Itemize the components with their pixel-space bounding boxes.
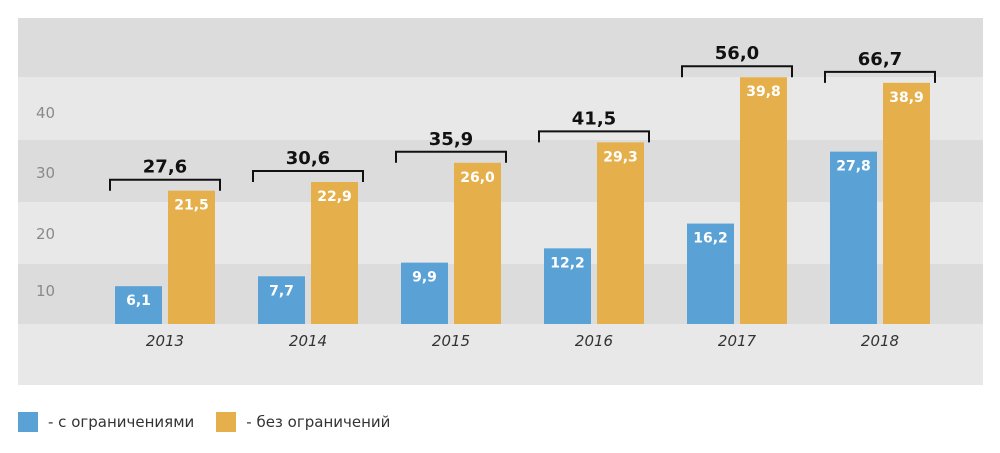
chart-legend: - с ограничениями - без ограничений [18,412,412,432]
y-tick-label: 10 [36,282,55,300]
total-bracket [824,70,936,83]
total-bracket [681,65,793,78]
total-bracket [538,130,650,143]
legend-label-unrestricted: - без ограничений [246,413,391,431]
bar-restricted [258,276,305,324]
bar-value-label: 6,1 [126,293,151,309]
legend-item-unrestricted: - без ограничений [216,412,390,432]
bar-restricted [544,248,591,324]
bar-restricted [830,151,877,324]
bar-value-label: 38,9 [889,90,924,106]
total-value-label: 35,9 [429,129,473,150]
bar-unrestricted [454,162,501,324]
total-bracket [395,150,507,163]
bar-unrestricted [597,142,644,324]
legend-label-restricted: - с ограничениями [48,413,195,431]
bar-value-label: 27,8 [836,159,871,175]
x-category-label: 2018 [861,332,899,350]
bar-value-label: 22,9 [317,189,352,205]
bar-value-label: 29,3 [603,149,638,165]
total-value-label: 66,7 [858,49,902,70]
x-category-label: 2015 [432,332,470,350]
total-value-label: 41,5 [572,108,616,129]
x-category-label: 2014 [289,332,327,350]
bar-restricted [687,223,734,324]
bar-unrestricted [883,82,930,324]
legend-swatch-restricted [18,412,38,432]
total-value-label: 27,6 [143,157,187,178]
legend-item-restricted: - с ограничениями [18,412,194,432]
bar-unrestricted [168,190,215,324]
x-category-label: 2017 [718,332,757,350]
x-category-label: 2016 [575,332,613,350]
y-tick-label: 40 [36,104,55,122]
bar-value-label: 26,0 [460,170,495,186]
bar-unrestricted [740,77,787,325]
bar-value-label: 16,2 [693,231,728,247]
background-band [18,324,983,385]
bar-chart: 10 20 30 40 6,1 21,5 27,6 2013 7,7 22,9 30,6 2014 9,… [18,18,983,385]
total-bracket [109,178,221,191]
legend-swatch-unrestricted [216,412,237,432]
y-tick-label: 20 [36,225,55,243]
x-category-label: 2013 [146,332,184,350]
background-band [18,18,983,77]
bar-unrestricted [311,182,358,324]
bar-value-label: 7,7 [269,283,294,299]
bar-restricted [401,262,448,324]
bar-restricted [115,286,162,324]
bar-value-label: 9,9 [412,270,437,286]
total-bracket [252,170,364,183]
total-value-label: 56,0 [715,43,759,64]
bar-value-label: 39,8 [746,84,781,100]
bar-value-label: 12,2 [550,255,585,271]
background-band [18,77,983,140]
bar-value-label: 21,5 [174,198,209,214]
total-value-label: 30,6 [286,148,330,169]
y-tick-label: 30 [36,164,55,182]
